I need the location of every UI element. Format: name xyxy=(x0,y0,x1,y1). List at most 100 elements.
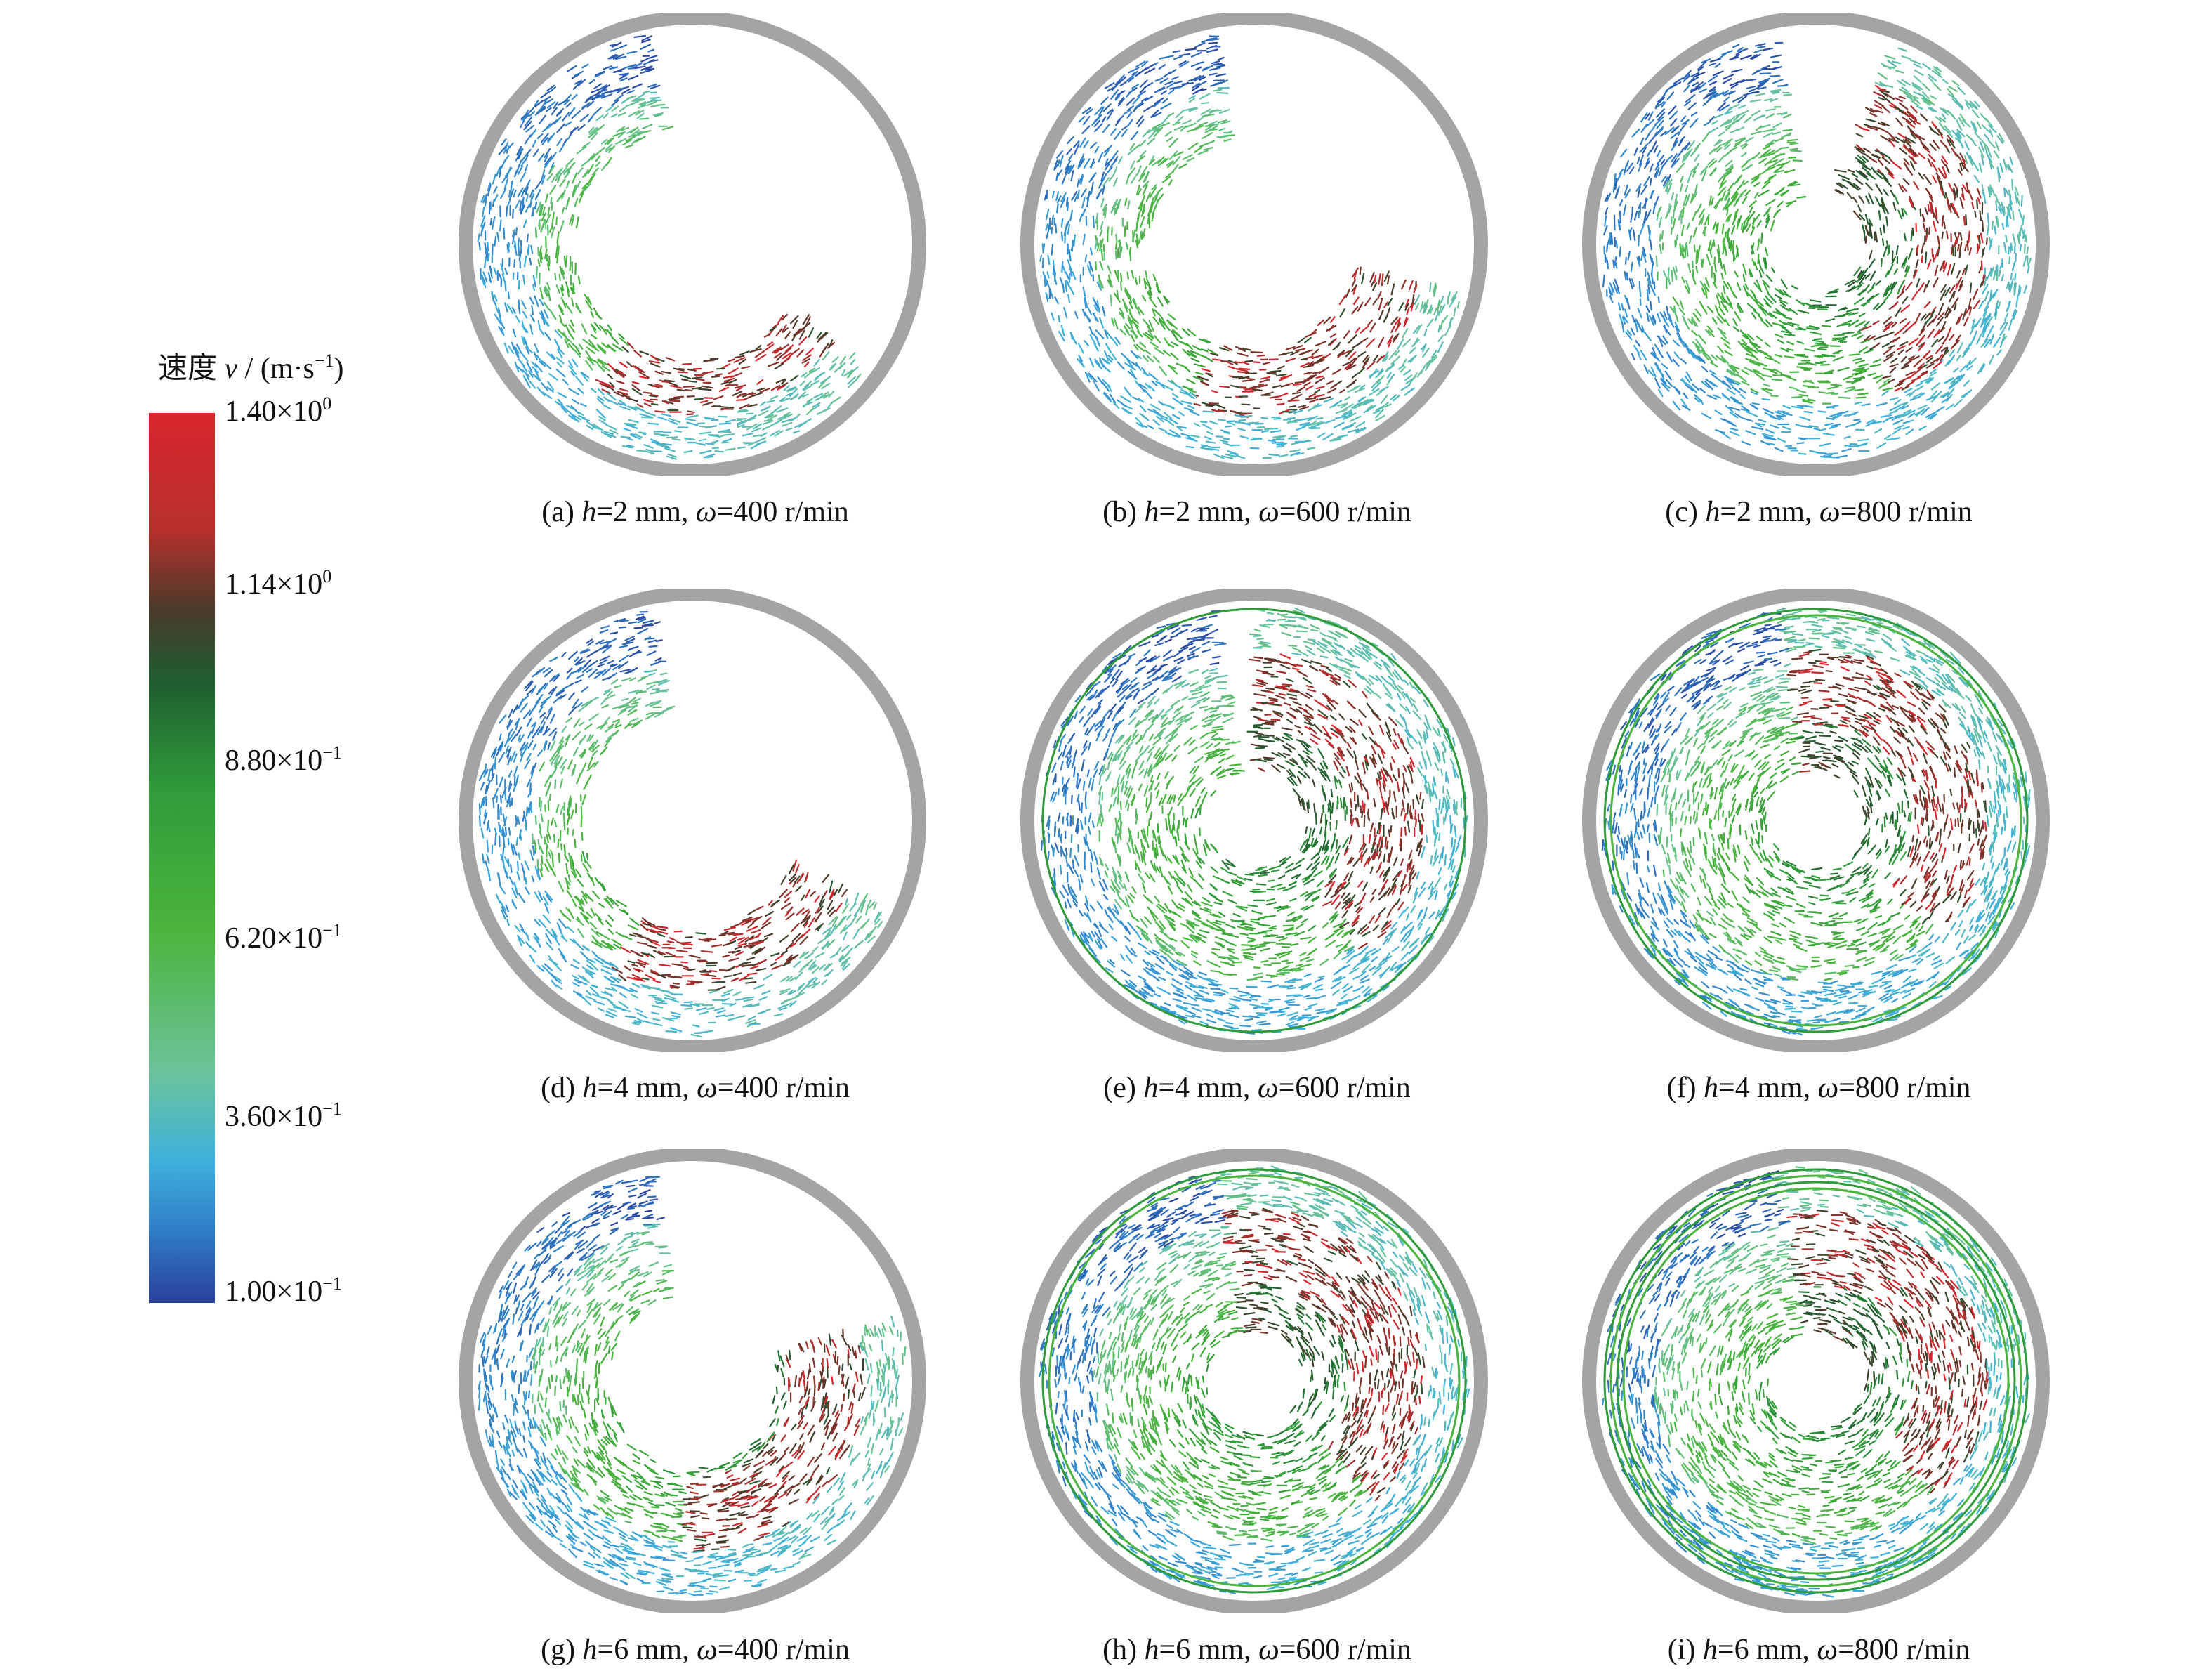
vector-b-51 xyxy=(1208,41,1218,44)
vector-a-1185 xyxy=(547,132,555,143)
vector-c-1369 xyxy=(1763,178,1771,184)
vector-d-614 xyxy=(742,917,753,922)
vector-a-1321 xyxy=(523,326,529,333)
vector-d-458 xyxy=(723,988,734,995)
vector-a-1021 xyxy=(549,185,557,195)
vector-a-1339 xyxy=(532,148,539,157)
vector-c-1626 xyxy=(1761,167,1770,175)
panel-c xyxy=(1573,13,2079,476)
vector-b-1124 xyxy=(1344,362,1352,370)
vector-c-2036 xyxy=(1940,289,1947,301)
vector-b-651 xyxy=(1168,320,1178,330)
vector-c-1343 xyxy=(1769,369,1778,374)
vector-b-1439 xyxy=(1199,76,1206,81)
vector-c-606 xyxy=(1727,213,1732,223)
vector-c-1122 xyxy=(1784,169,1796,173)
vector-c-1011 xyxy=(2003,159,2008,171)
vector-c-1913 xyxy=(1982,192,1987,204)
vector-b-496 xyxy=(1199,380,1209,386)
vector-b-846 xyxy=(1115,234,1118,242)
vector-b-1179 xyxy=(1329,338,1337,346)
vector-field-a xyxy=(459,13,926,476)
vector-c-1700 xyxy=(1760,319,1769,328)
vector-c-2004 xyxy=(1734,270,1739,278)
vector-c-1787 xyxy=(1932,208,1935,218)
vector-c-587 xyxy=(1783,93,1793,96)
vector-a-1060 xyxy=(607,374,614,380)
vector-c-411 xyxy=(1722,380,1732,390)
vector-d-4 xyxy=(540,721,546,734)
vector-c-1318 xyxy=(1720,331,1727,339)
vector-c-776 xyxy=(1683,148,1693,157)
vector-c-475 xyxy=(1925,411,1937,419)
vector-b-27 xyxy=(1215,73,1227,77)
vector-c-1866 xyxy=(1881,198,1885,209)
vector-b-845 xyxy=(1289,399,1300,402)
vector-a-605 xyxy=(613,391,624,398)
vector-b-466 xyxy=(1170,352,1179,360)
vector-c-1320 xyxy=(1765,199,1776,207)
vector-c-766 xyxy=(1936,316,1944,327)
vector-d-512 xyxy=(508,876,514,886)
vector-b-971 xyxy=(1227,421,1235,426)
vector-c-770 xyxy=(1952,367,1959,373)
vector-c-1970 xyxy=(1897,133,1907,139)
vector-a-32 xyxy=(619,77,628,82)
vector-b-442 xyxy=(1219,134,1230,139)
vector-c-1815 xyxy=(1719,258,1723,269)
vector-c-1692 xyxy=(1695,338,1701,347)
vector-b-1256 xyxy=(1156,126,1164,132)
vector-a-607 xyxy=(598,415,606,421)
vector-c-1691 xyxy=(1678,337,1685,348)
vector-b-674 xyxy=(1377,336,1385,348)
vector-d-406 xyxy=(770,952,780,957)
vector-c-1957 xyxy=(1614,188,1619,199)
vector-c-655 xyxy=(1685,93,1696,103)
vector-c-1812 xyxy=(1749,206,1753,214)
vector-c-1242 xyxy=(1904,409,1916,416)
vector-a-886 xyxy=(517,165,524,175)
vector-a-962 xyxy=(521,154,527,162)
vector-c-666 xyxy=(1961,184,1968,192)
vector-c-2078 xyxy=(1864,225,1870,236)
vector-c-378 xyxy=(1964,264,1968,275)
vector-c-809 xyxy=(1857,155,1867,164)
vector-c-768 xyxy=(1889,405,1900,412)
vector-b-998 xyxy=(1296,426,1306,431)
vector-c-1573 xyxy=(1708,355,1714,364)
vector-c-1059 xyxy=(1956,374,1963,380)
vector-c-2044 xyxy=(1740,179,1745,187)
vector-c-2051 xyxy=(1925,395,1938,401)
vector-b-397 xyxy=(1081,197,1086,209)
vector-b-1098 xyxy=(1103,391,1112,401)
vector-a-1209 xyxy=(549,309,557,320)
vector-c-1163 xyxy=(1962,159,1966,166)
vector-b-1150 xyxy=(1127,148,1135,155)
vector-a-1264 xyxy=(565,202,569,210)
vector-b-888 xyxy=(1343,409,1352,415)
vector-c-1221 xyxy=(1964,140,1970,151)
vector-d-81 xyxy=(604,694,616,700)
vector-c-1144 xyxy=(1924,207,1928,215)
vector-a-603 xyxy=(546,173,553,181)
vector-a-1133 xyxy=(737,446,746,450)
vector-a-753 xyxy=(769,326,777,332)
vector-b-1276 xyxy=(1134,277,1138,285)
vector-d-446 xyxy=(541,964,548,971)
vector-b-906 xyxy=(1165,419,1175,426)
vector-d-293 xyxy=(618,1001,629,1009)
vector-a-906 xyxy=(615,380,625,384)
vector-c-1276 xyxy=(1751,173,1762,181)
vector-c-1567 xyxy=(1647,271,1652,284)
vector-d-438 xyxy=(557,745,565,753)
vector-a-887 xyxy=(529,192,535,204)
vector-a-1100 xyxy=(511,229,516,237)
vector-c-202 xyxy=(1726,379,1734,387)
vector-c-1341 xyxy=(1845,424,1855,428)
vector-a-56 xyxy=(541,382,549,391)
vector-c-658 xyxy=(1736,282,1742,291)
vector-a-759 xyxy=(600,138,608,145)
vector-a-1104 xyxy=(584,95,595,103)
vector-b-1206 xyxy=(1398,302,1404,311)
vector-c-1669 xyxy=(1881,173,1889,182)
